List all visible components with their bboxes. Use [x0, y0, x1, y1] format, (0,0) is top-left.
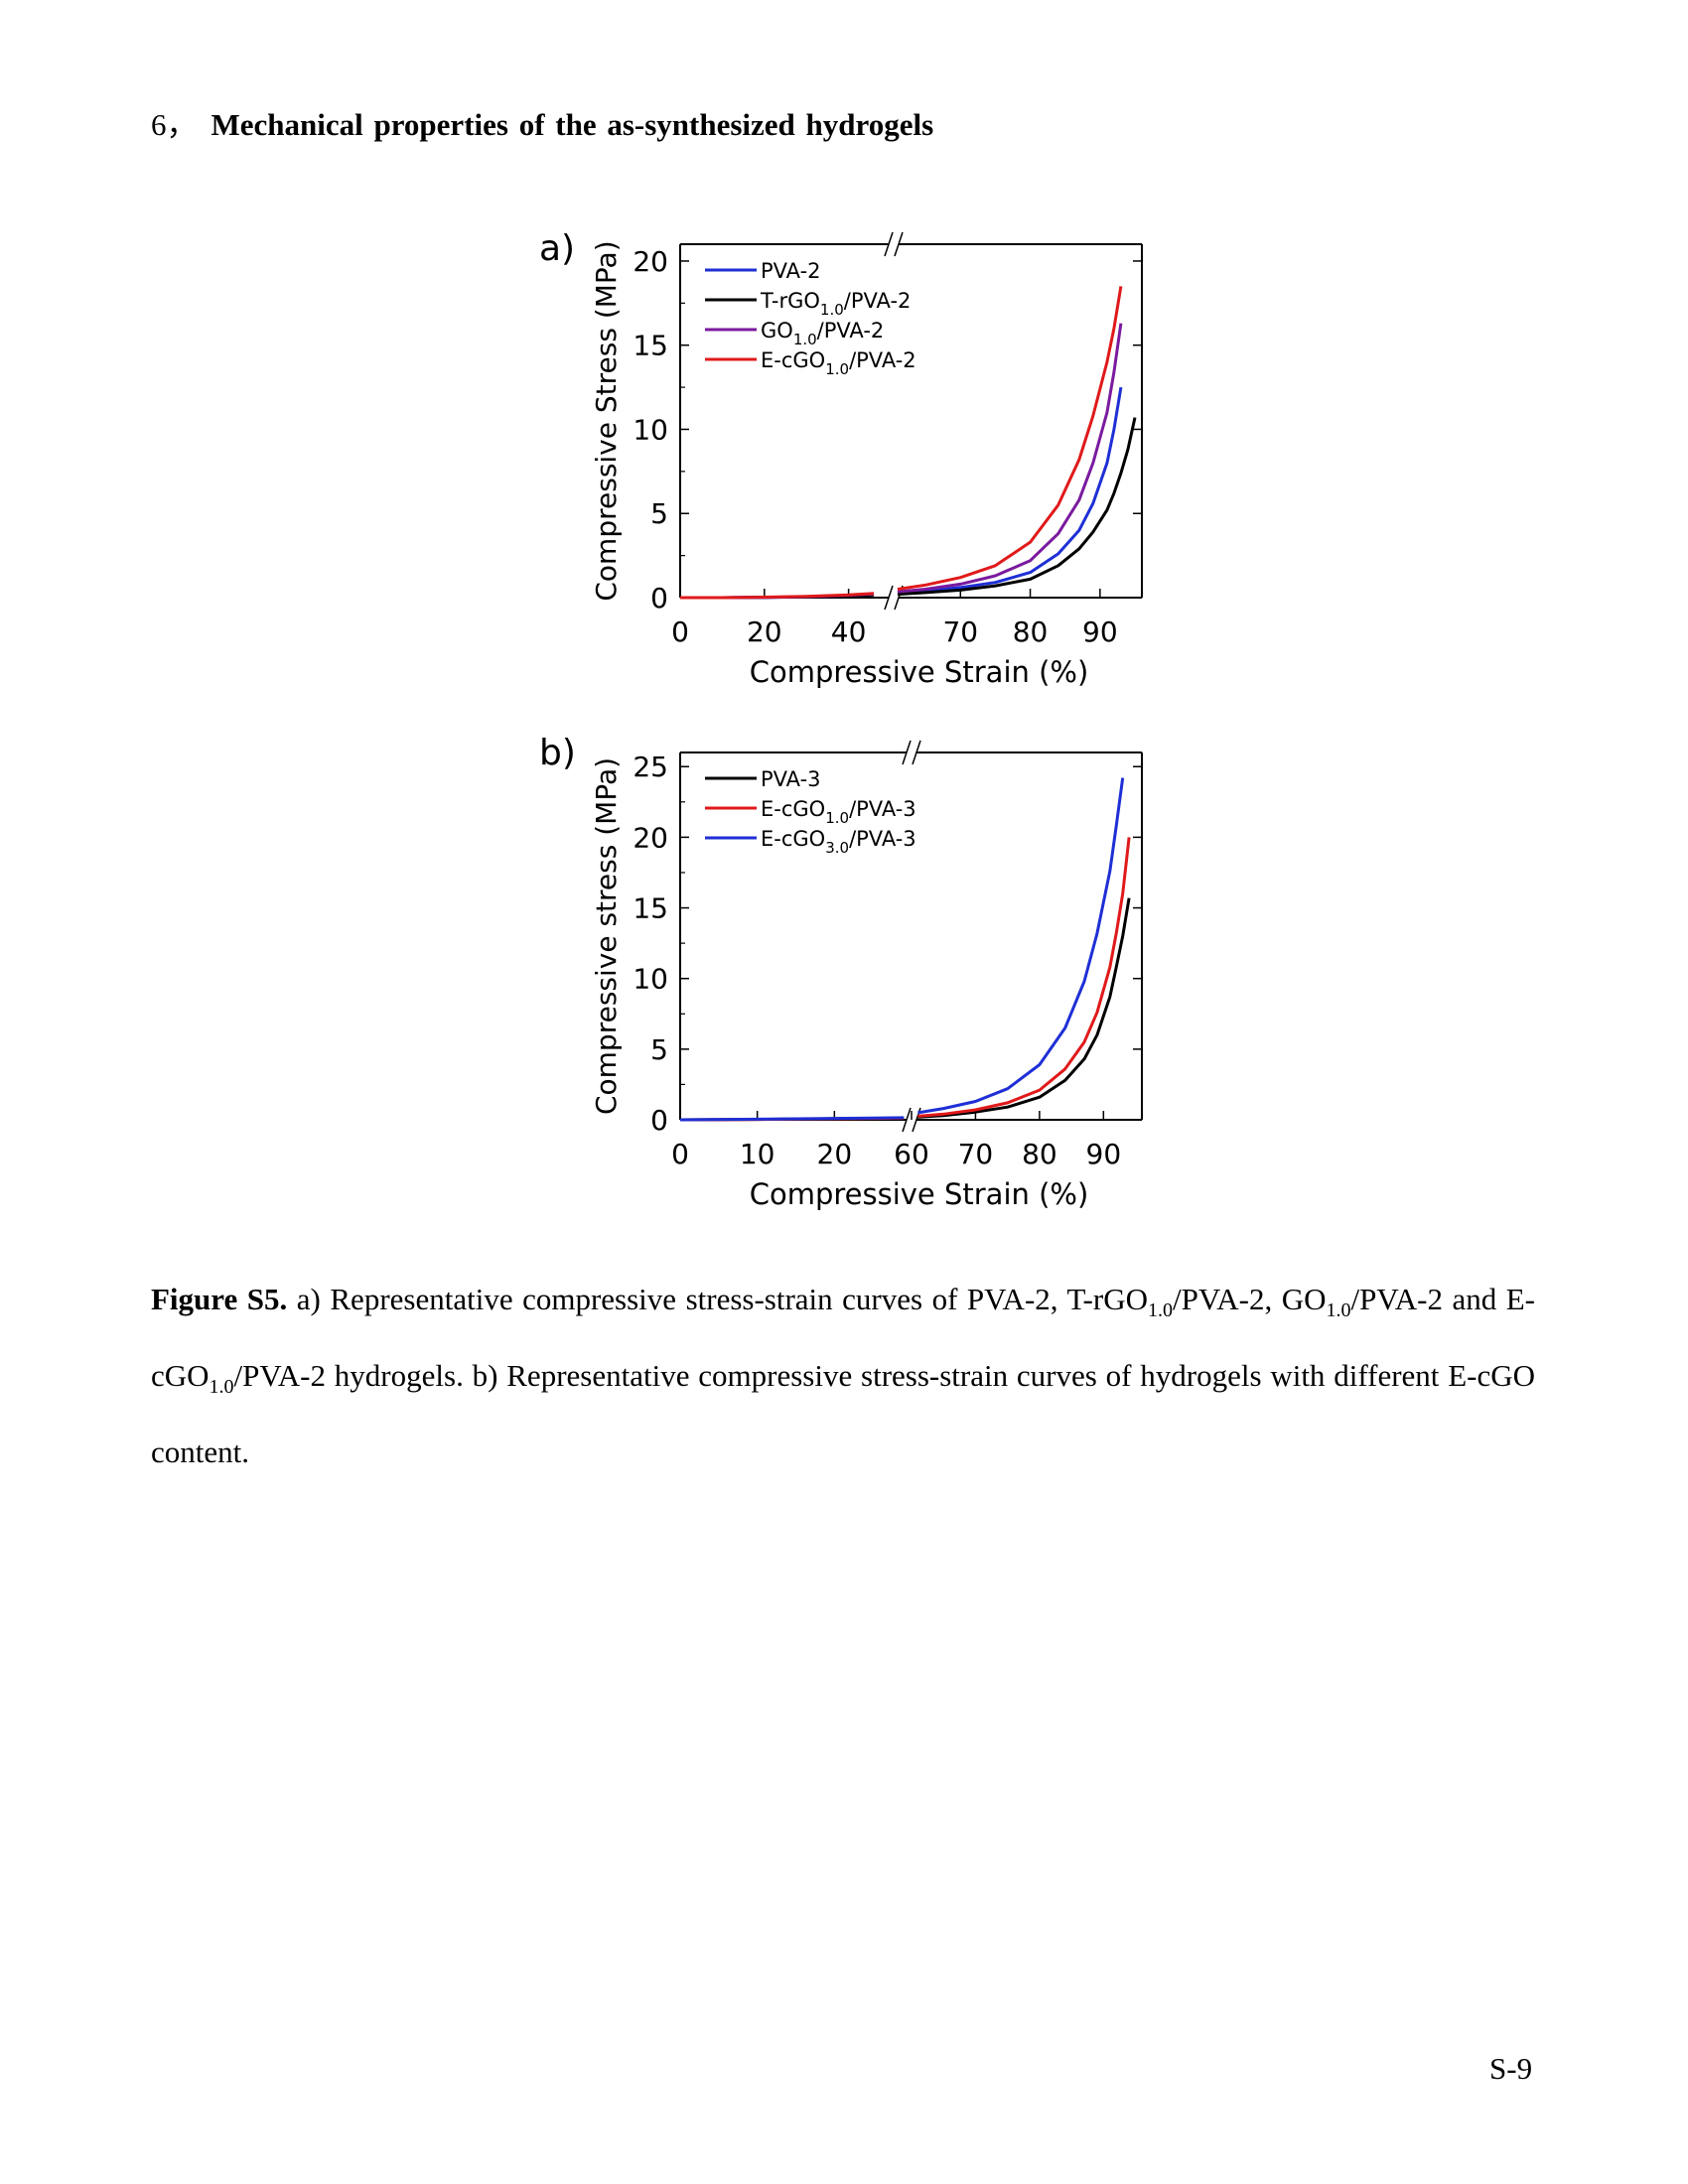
legend-label: PVA-2	[761, 259, 821, 283]
x-tick-label: 80	[1022, 1138, 1057, 1170]
x-tick-label: 40	[831, 615, 867, 648]
series-line	[680, 592, 875, 600]
x-tick-label: 10	[740, 1138, 775, 1170]
x-tick-label: 90	[1086, 1138, 1122, 1170]
x-axis-title: Compressive Strain (%)	[750, 1177, 1089, 1211]
x-tick-label: 20	[747, 615, 782, 648]
x-tick-label: 80	[1013, 615, 1049, 648]
y-tick-label: 25	[633, 751, 668, 783]
section-title: Mechanical properties of the as-synthesi…	[211, 107, 934, 142]
page-number: S-9	[1489, 2051, 1533, 2086]
caption-sub-1: 1.0	[1147, 1299, 1173, 1322]
top-axis-break-gap	[907, 749, 916, 756]
series-line	[917, 897, 1131, 1119]
x-tick-label: 0	[671, 615, 689, 648]
bottom-axis-break-gap	[889, 594, 899, 602]
caption-sub-3: 1.0	[209, 1376, 234, 1399]
y-tick-label: 15	[633, 892, 668, 925]
y-tick-label: 5	[650, 497, 668, 530]
section-heading: 6， Mechanical properties of the as-synthe…	[151, 99, 933, 144]
axis-break-mark	[894, 231, 904, 257]
x-axis-title: Compressive Strain (%)	[750, 655, 1089, 689]
axis-break-mark	[884, 231, 894, 257]
y-tick-label: 0	[650, 1104, 668, 1137]
series-line	[897, 286, 1123, 591]
series-line	[679, 1116, 905, 1122]
y-axis-title: Compressive stress (MPa)	[590, 757, 623, 1115]
panel-label: a)	[539, 228, 575, 269]
top-axis-break-gap	[889, 240, 899, 248]
y-tick-label: 20	[633, 821, 668, 854]
legend-label: E-cGO1.0/PVA-2	[761, 348, 916, 378]
series-line	[897, 386, 1123, 595]
caption-text-2: /PVA-2, GO	[1172, 1282, 1327, 1316]
y-axis-title: Compressive Stress (MPa)	[590, 240, 623, 601]
y-tick-label: 15	[633, 330, 668, 362]
y-tick-label: 0	[650, 582, 668, 614]
axis-break-mark	[902, 740, 912, 765]
legend-label: GO1.0/PVA-2	[761, 319, 884, 348]
x-tick-label: 60	[894, 1138, 929, 1170]
caption-text-4: /PVA-2 hydrogels. b) Representative comp…	[151, 1358, 1535, 1469]
x-tick-label: 70	[958, 1138, 994, 1170]
y-tick-label: 10	[633, 413, 668, 446]
legend-label: T-rGO1.0/PVA-2	[760, 289, 911, 319]
y-tick-label: 5	[650, 1033, 668, 1066]
x-tick-label: 0	[671, 1138, 689, 1170]
legend-label: E-cGO1.0/PVA-3	[761, 797, 916, 827]
chart-panel-a: 0 5 10 15 20 0 20 40 70 80 90 Compressive Strain (%…	[539, 228, 1143, 689]
series-line	[917, 777, 1125, 1115]
x-tick-label: 70	[942, 615, 978, 648]
caption-text-1: a) Representative compressive stress-str…	[287, 1282, 1148, 1316]
axis-break-mark	[884, 585, 894, 611]
chart-panel-b: 0 5 10 15 20 25 0 10 20 60 70 80 90 Compressive Strai…	[539, 733, 1143, 1211]
caption-text-3: /PVA-2 and E-cGO	[151, 1282, 1535, 1393]
y-tick-label: 20	[633, 245, 668, 278]
series-line	[897, 417, 1137, 597]
axis-break-mark	[912, 740, 921, 765]
legend-label: PVA-3	[761, 767, 821, 791]
caption-label: Figure S5.	[151, 1282, 288, 1316]
caption-sub-2: 1.0	[1326, 1299, 1351, 1322]
y-tick-label: 10	[633, 963, 668, 996]
axis-break-mark	[902, 1107, 912, 1133]
figure-s5: 0 5 10 15 20 0 20 40 70 80 90 Compressive Strain (%…	[539, 228, 1143, 1211]
series-line	[897, 323, 1123, 594]
panel-label: b)	[539, 733, 576, 773]
series-line	[917, 837, 1131, 1118]
legend-label: E-cGO3.0/PVA-3	[761, 827, 916, 857]
figure-caption: Figure S5. a) Representative compressive…	[151, 1261, 1535, 1490]
section-number: 6，	[151, 107, 198, 142]
x-tick-label: 90	[1082, 615, 1118, 648]
x-tick-label: 20	[817, 1138, 853, 1170]
